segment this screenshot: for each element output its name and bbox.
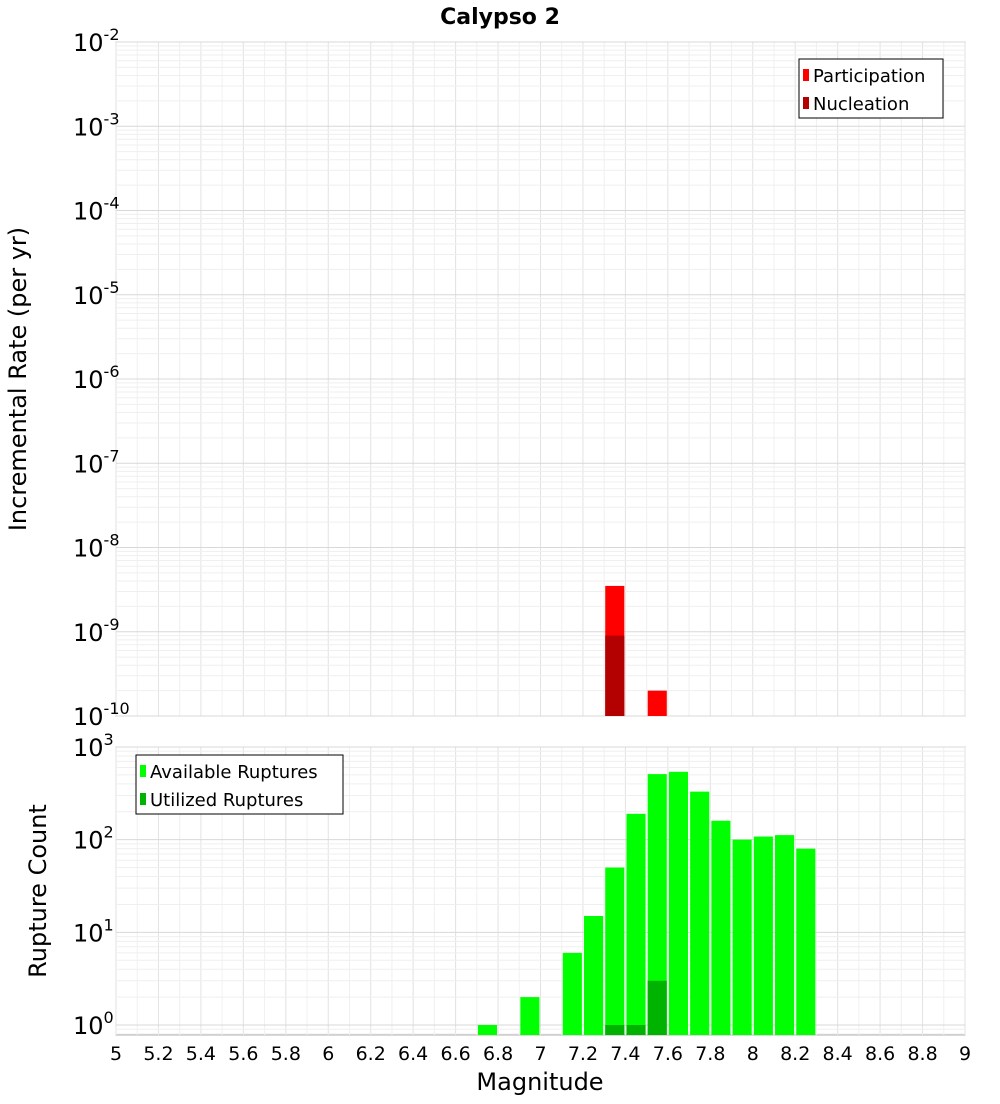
legend-label: Available Ruptures bbox=[150, 762, 318, 783]
x-tick-label: 8.2 bbox=[780, 1043, 810, 1065]
bottom-legend: Available Ruptures Utilized Ruptures bbox=[135, 754, 344, 815]
x-tick-label: 6.6 bbox=[440, 1043, 470, 1065]
bar-available-ruptures bbox=[477, 1025, 497, 1035]
bar-available-ruptures bbox=[711, 820, 731, 1035]
x-tick-label: 6.8 bbox=[483, 1043, 513, 1065]
x-tick-label: 7.8 bbox=[695, 1043, 725, 1065]
x-tick-label: 7.4 bbox=[610, 1043, 640, 1065]
bar-overlay-utilized-ruptures bbox=[605, 1025, 625, 1035]
bar-available-ruptures bbox=[626, 813, 646, 1035]
x-tick-label: 7 bbox=[534, 1043, 546, 1065]
bar-available-ruptures bbox=[562, 952, 582, 1035]
x-tick-label: 5 bbox=[110, 1043, 122, 1065]
bar-available-ruptures bbox=[732, 839, 752, 1035]
legend-swatch bbox=[803, 69, 809, 81]
x-tick-label: 5.2 bbox=[143, 1043, 173, 1065]
x-tick-label: 6.2 bbox=[356, 1043, 386, 1065]
top-y-tick-labels: 10-10 10-9 10-8 10-7 10-6 10-5 10-4 10-3 10-2 bbox=[73, 25, 130, 731]
bar-participation bbox=[647, 690, 667, 716]
y-tick-label: 10-8 bbox=[73, 531, 120, 563]
x-tick-label: 8.4 bbox=[823, 1043, 853, 1065]
bottom-y-axis-label: Rupture Count bbox=[24, 804, 52, 978]
legend-swatch bbox=[140, 793, 146, 805]
bar-available-ruptures bbox=[668, 771, 689, 1035]
legend-label: Nucleation bbox=[813, 94, 909, 115]
x-tick-label: 5.8 bbox=[271, 1043, 301, 1065]
y-tick-label: 10-5 bbox=[73, 278, 120, 310]
chart-title: Calypso 2 bbox=[440, 5, 560, 30]
bar-available-ruptures bbox=[796, 848, 816, 1035]
top-legend: Participation Nucleation bbox=[798, 58, 944, 119]
y-tick-label: 10-7 bbox=[73, 446, 120, 478]
bar-available-ruptures bbox=[605, 867, 625, 1035]
legend-label: Utilized Ruptures bbox=[150, 790, 303, 811]
legend-swatch bbox=[140, 765, 146, 777]
y-tick-label: 101 bbox=[73, 915, 114, 947]
x-tick-label: 8 bbox=[747, 1043, 759, 1065]
top-grid bbox=[115, 41, 966, 717]
y-tick-label: 10-9 bbox=[73, 615, 120, 647]
x-tick-label: 5.4 bbox=[186, 1043, 216, 1065]
x-tick-label: 8.8 bbox=[907, 1043, 937, 1065]
bottom-panel: 100 101 102 103 5 5.2 5.4 5.6 5.8 6 6.2 6.4 6.6 6.8 7… bbox=[24, 730, 971, 1096]
x-tick-label: 6 bbox=[322, 1043, 334, 1065]
x-tick-labels: 5 5.2 5.4 5.6 5.8 6 6.2 6.4 6.6 6.8 7 7.2 7.4 7.6 7.8 8… bbox=[110, 1043, 971, 1065]
bar-overlay-nucleation bbox=[605, 635, 625, 716]
y-tick-label: 10-10 bbox=[73, 699, 130, 731]
bar-available-ruptures bbox=[775, 835, 795, 1035]
bar-available-ruptures bbox=[647, 774, 667, 1035]
legend-box bbox=[798, 58, 944, 119]
y-tick-label: 100 bbox=[73, 1008, 114, 1040]
bar-overlay-utilized-ruptures bbox=[647, 980, 667, 1035]
x-tick-label: 9 bbox=[959, 1043, 971, 1065]
y-tick-label: 10-2 bbox=[73, 25, 120, 57]
top-panel: 10-10 10-9 10-8 10-7 10-6 10-5 10-4 10-3 10-2 In… bbox=[4, 25, 966, 731]
x-axis-label: Magnitude bbox=[476, 1068, 603, 1096]
x-tick-label: 5.6 bbox=[228, 1043, 258, 1065]
y-tick-label: 10-3 bbox=[73, 109, 120, 141]
bar-overlay-utilized-ruptures bbox=[626, 1025, 646, 1035]
x-tick-label: 7.6 bbox=[653, 1043, 683, 1065]
legend-swatch bbox=[803, 97, 809, 109]
y-tick-label: 10-6 bbox=[73, 362, 120, 394]
x-tick-label: 7.2 bbox=[568, 1043, 598, 1065]
top-bars bbox=[605, 585, 667, 716]
y-tick-label: 102 bbox=[73, 823, 114, 855]
bar-available-ruptures bbox=[584, 916, 604, 1035]
bar-available-ruptures bbox=[520, 997, 540, 1035]
x-tick-label: 8.6 bbox=[865, 1043, 895, 1065]
bar-available-ruptures bbox=[690, 791, 710, 1035]
x-tick-label: 6.4 bbox=[398, 1043, 428, 1065]
bottom-y-tick-labels: 100 101 102 103 bbox=[73, 730, 114, 1040]
bottom-bars bbox=[477, 771, 816, 1035]
bar-available-ruptures bbox=[753, 836, 773, 1035]
legend-box bbox=[135, 754, 344, 815]
legend-label: Participation bbox=[813, 66, 925, 87]
y-tick-label: 103 bbox=[73, 730, 114, 762]
top-y-axis-label: Incremental Rate (per yr) bbox=[4, 227, 32, 531]
y-tick-label: 10-4 bbox=[73, 194, 120, 226]
